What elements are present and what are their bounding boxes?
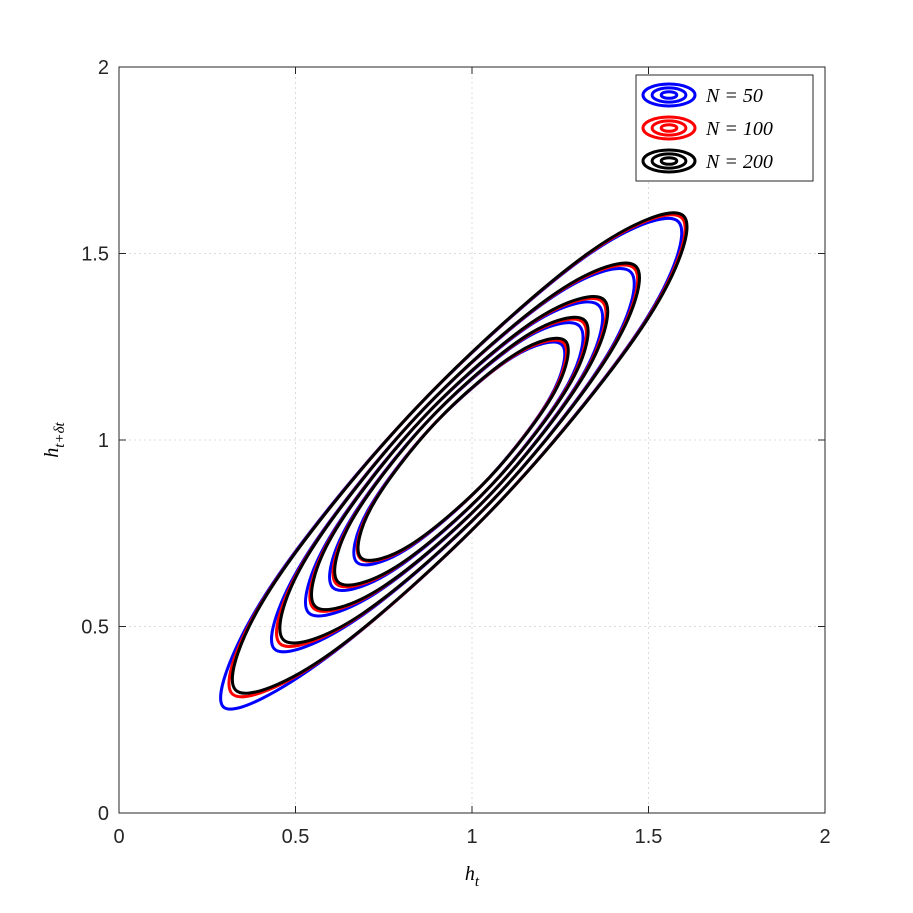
x-tick-label: 0.5 (282, 826, 310, 848)
legend-label: N = 200 (705, 151, 773, 173)
legend-label: N = 100 (705, 118, 773, 140)
contour-line (278, 261, 641, 645)
contour-line (356, 336, 570, 562)
x-label-base: h (465, 863, 475, 885)
legend-label: N = 50 (705, 85, 763, 107)
contour-line (310, 295, 610, 611)
contour-line (333, 315, 590, 587)
legend-icon (650, 86, 688, 104)
legend-icon (650, 119, 688, 137)
legend-icon (641, 115, 697, 141)
y-tick-label: 2 (98, 57, 109, 79)
legend-icon (659, 90, 679, 100)
y-tick-label: 1 (98, 430, 109, 452)
legend-icon (650, 152, 688, 170)
legend-icon (641, 82, 697, 108)
axes: 0 0.5 1 1.5 2 0 0.5 1 1.5 2 (81, 57, 830, 848)
x-tick-label: 1 (466, 826, 477, 848)
legend-icon (659, 156, 679, 166)
y-tick-label: 0.5 (81, 617, 109, 639)
legend-icon (641, 148, 697, 174)
legend-icon (659, 123, 679, 133)
x-label-subscript: t (475, 874, 480, 890)
y-tick-label: 1.5 (81, 244, 109, 266)
plot-area (219, 211, 689, 711)
y-axis-label: ht+δt (41, 421, 68, 457)
legend: N = 50 N = 100 N = 200 (635, 74, 814, 182)
contour-line (230, 211, 689, 695)
y-label-subscript: t+δt (52, 421, 68, 447)
y-label-base: h (41, 448, 63, 458)
x-axis-label: ht (465, 863, 480, 890)
axes-box (118, 66, 826, 814)
x-tick-label: 0 (113, 826, 124, 848)
x-tick-label: 2 (819, 826, 830, 848)
y-tick-label: 0 (98, 803, 109, 825)
x-tick-label: 1.5 (635, 826, 663, 848)
